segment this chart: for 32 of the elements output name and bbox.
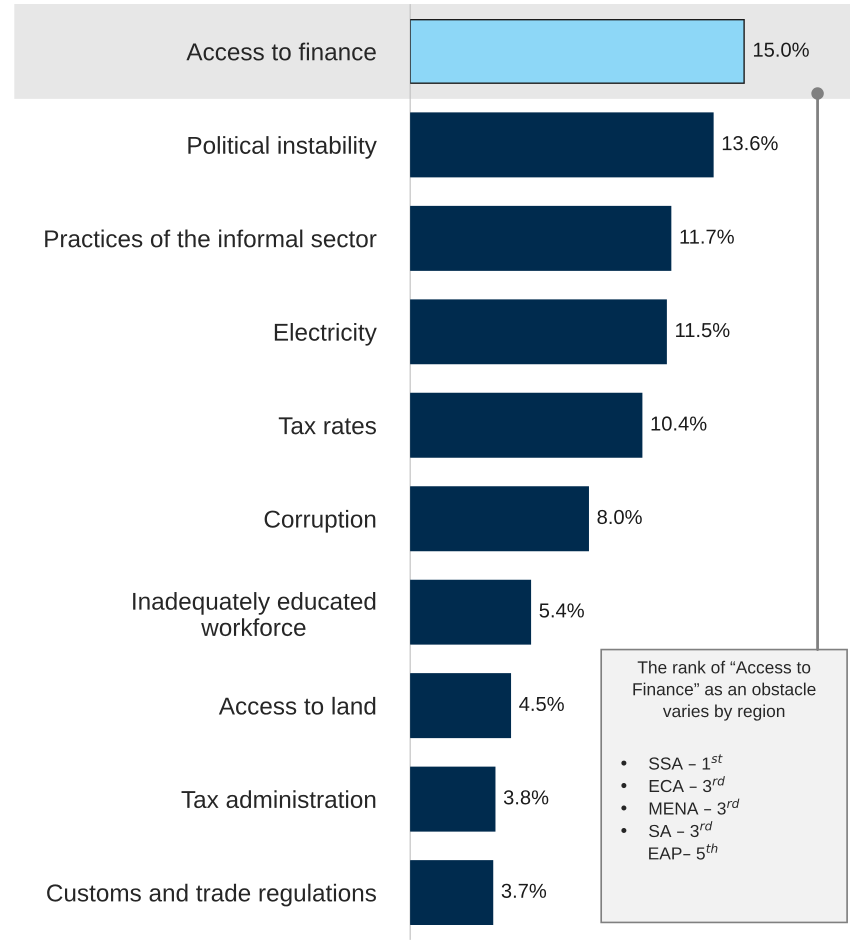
data-label: 3.7% [502,884,546,898]
bar [410,766,496,832]
y-tick-label: Customs and trade regulations [47,884,376,906]
bar [410,392,642,458]
data-label: 4.5% [519,696,564,712]
data-label: 11.7% [680,230,734,244]
bar [410,299,667,364]
y-tick-label: Inadequately educated workforce [133,592,376,636]
y-tick-label: Access to finance [186,42,376,60]
bar [410,860,494,926]
y-tick-label: Access to land [218,696,376,715]
bar [410,112,714,178]
data-label: 5.4% [540,603,584,618]
data-label: 3.8% [504,790,548,804]
data-label: 10.4% [652,416,706,431]
data-label: 11.5% [676,323,730,338]
annotation: The rank of “Access to Finance” as an obstacle varies by region [633,660,816,721]
data-label: 15.0% [754,42,809,57]
bar [410,580,532,645]
bar [410,18,745,84]
bar [410,673,512,738]
data-label: 13.6% [722,136,778,150]
bar [410,486,589,552]
y-tick-label: Tax rates [278,417,376,434]
y-tick-label: Corruption [264,510,376,533]
data-label: 8.0% [597,510,642,524]
y-tick-label: Political instability [188,136,377,159]
y-tick-label: Tax administration [182,790,376,808]
y-tick-label: Electricity [274,323,377,346]
y-tick-label: Practices of the informal sector [45,230,376,248]
bar [410,206,672,271]
text: • SSA – 1$^{st}$ • ECA – 3$^{rd}$ • MENA – 3$^{rd}$ • SA – 3$^{rd}$ EAP– 5$^{th}$ [621,754,740,860]
